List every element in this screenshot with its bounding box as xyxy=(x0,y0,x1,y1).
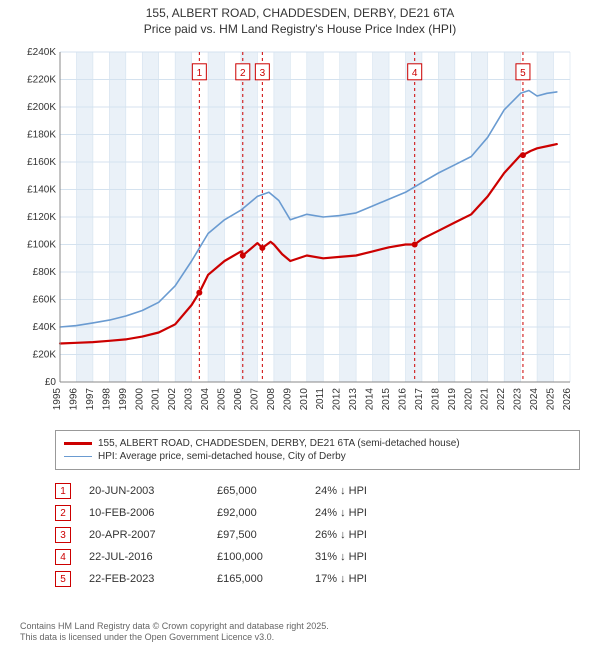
svg-text:1: 1 xyxy=(197,68,203,79)
svg-text:2026: 2026 xyxy=(562,388,573,411)
sales-row: 2 10-FEB-2006 £92,000 24% ↓ HPI xyxy=(55,502,580,524)
sale-date: 20-APR-2007 xyxy=(89,529,199,541)
legend-item: 155, ALBERT ROAD, CHADDESDEN, DERBY, DE2… xyxy=(64,437,571,450)
svg-text:2010: 2010 xyxy=(299,388,310,411)
svg-text:2011: 2011 xyxy=(315,388,326,410)
fineprint-line: This data is licensed under the Open Gov… xyxy=(20,632,580,644)
svg-text:2009: 2009 xyxy=(282,388,293,411)
legend-swatch xyxy=(64,456,92,458)
svg-text:2008: 2008 xyxy=(266,388,277,411)
svg-text:5: 5 xyxy=(520,68,526,79)
sale-date: 20-JUN-2003 xyxy=(89,485,199,497)
svg-text:2025: 2025 xyxy=(546,388,557,411)
sales-row: 5 22-FEB-2023 £165,000 17% ↓ HPI xyxy=(55,568,580,590)
svg-text:2013: 2013 xyxy=(348,388,359,411)
svg-text:3: 3 xyxy=(260,68,266,79)
sales-row: 4 22-JUL-2016 £100,000 31% ↓ HPI xyxy=(55,546,580,568)
sale-price: £65,000 xyxy=(217,485,297,497)
svg-text:1996: 1996 xyxy=(68,388,79,411)
sale-date: 22-FEB-2023 xyxy=(89,573,199,585)
svg-text:£140K: £140K xyxy=(27,185,56,196)
svg-text:£180K: £180K xyxy=(27,130,56,141)
sale-diff: 24% ↓ HPI xyxy=(315,507,405,519)
svg-text:£80K: £80K xyxy=(33,267,57,278)
sales-table: 1 20-JUN-2003 £65,000 24% ↓ HPI 2 10-FEB-2006… xyxy=(55,480,580,590)
svg-text:2014: 2014 xyxy=(365,388,376,411)
legend: 155, ALBERT ROAD, CHADDESDEN, DERBY, DE2… xyxy=(55,430,580,470)
svg-text:£20K: £20K xyxy=(33,350,57,361)
sale-diff: 31% ↓ HPI xyxy=(315,551,405,563)
svg-text:£240K: £240K xyxy=(27,47,56,58)
sales-row: 3 20-APR-2007 £97,500 26% ↓ HPI xyxy=(55,524,580,546)
svg-text:1999: 1999 xyxy=(118,388,129,411)
svg-text:2003: 2003 xyxy=(184,388,195,411)
legend-label: 155, ALBERT ROAD, CHADDESDEN, DERBY, DE2… xyxy=(98,438,460,449)
svg-text:2017: 2017 xyxy=(414,388,425,411)
svg-text:2023: 2023 xyxy=(513,388,524,411)
svg-text:4: 4 xyxy=(412,68,418,79)
svg-text:2016: 2016 xyxy=(397,388,408,411)
svg-text:2020: 2020 xyxy=(463,388,474,411)
legend-item: HPI: Average price, semi-detached house,… xyxy=(64,450,571,463)
svg-text:2006: 2006 xyxy=(233,388,244,411)
sale-marker-badge: 5 xyxy=(55,571,71,587)
svg-text:1995: 1995 xyxy=(52,388,63,411)
chart-container: 155, ALBERT ROAD, CHADDESDEN, DERBY, DE2… xyxy=(0,0,600,650)
sale-marker-badge: 3 xyxy=(55,527,71,543)
svg-text:2002: 2002 xyxy=(167,388,178,411)
sale-diff: 24% ↓ HPI xyxy=(315,485,405,497)
sale-price: £97,500 xyxy=(217,529,297,541)
sale-price: £165,000 xyxy=(217,573,297,585)
sale-marker-badge: 2 xyxy=(55,505,71,521)
svg-text:£220K: £220K xyxy=(27,75,56,86)
svg-text:£120K: £120K xyxy=(27,212,56,223)
sale-marker-badge: 1 xyxy=(55,483,71,499)
svg-text:£0: £0 xyxy=(45,377,57,388)
svg-text:1998: 1998 xyxy=(101,388,112,411)
sale-diff: 17% ↓ HPI xyxy=(315,573,405,585)
svg-text:2012: 2012 xyxy=(332,388,343,411)
svg-text:£160K: £160K xyxy=(27,157,56,168)
sales-row: 1 20-JUN-2003 £65,000 24% ↓ HPI xyxy=(55,480,580,502)
chart-svg: 1 2 3 4 5 £0 £20K £40K £60K £80K £100K £120K £140K £1… xyxy=(20,42,580,422)
svg-text:2015: 2015 xyxy=(381,388,392,411)
fineprint-line: Contains HM Land Registry data © Crown c… xyxy=(20,621,580,633)
svg-text:£60K: £60K xyxy=(33,295,57,306)
svg-text:2021: 2021 xyxy=(480,388,491,411)
svg-text:2022: 2022 xyxy=(496,388,507,411)
svg-text:2: 2 xyxy=(240,68,246,79)
svg-text:2004: 2004 xyxy=(200,388,211,411)
svg-text:2018: 2018 xyxy=(430,388,441,411)
svg-text:1997: 1997 xyxy=(85,388,96,411)
svg-text:£200K: £200K xyxy=(27,102,56,113)
svg-text:2007: 2007 xyxy=(249,388,260,411)
chart-title: 155, ALBERT ROAD, CHADDESDEN, DERBY, DE2… xyxy=(0,0,600,22)
svg-text:£40K: £40K xyxy=(33,322,57,333)
sale-marker-badge: 4 xyxy=(55,549,71,565)
svg-text:2024: 2024 xyxy=(529,388,540,411)
sale-price: £100,000 xyxy=(217,551,297,563)
svg-text:£100K: £100K xyxy=(27,240,56,251)
sale-date: 10-FEB-2006 xyxy=(89,507,199,519)
svg-text:2005: 2005 xyxy=(217,388,228,411)
chart-plot-area: 1 2 3 4 5 £0 £20K £40K £60K £80K £100K £120K £140K £1… xyxy=(20,42,580,422)
svg-text:2019: 2019 xyxy=(447,388,458,411)
fineprint: Contains HM Land Registry data © Crown c… xyxy=(20,621,580,644)
legend-swatch xyxy=(64,442,92,444)
sale-diff: 26% ↓ HPI xyxy=(315,529,405,541)
sale-price: £92,000 xyxy=(217,507,297,519)
legend-label: HPI: Average price, semi-detached house,… xyxy=(98,451,346,462)
chart-subtitle: Price paid vs. HM Land Registry's House … xyxy=(0,22,600,42)
svg-text:2001: 2001 xyxy=(151,388,162,411)
svg-text:2000: 2000 xyxy=(134,388,145,411)
sale-date: 22-JUL-2016 xyxy=(89,551,199,563)
